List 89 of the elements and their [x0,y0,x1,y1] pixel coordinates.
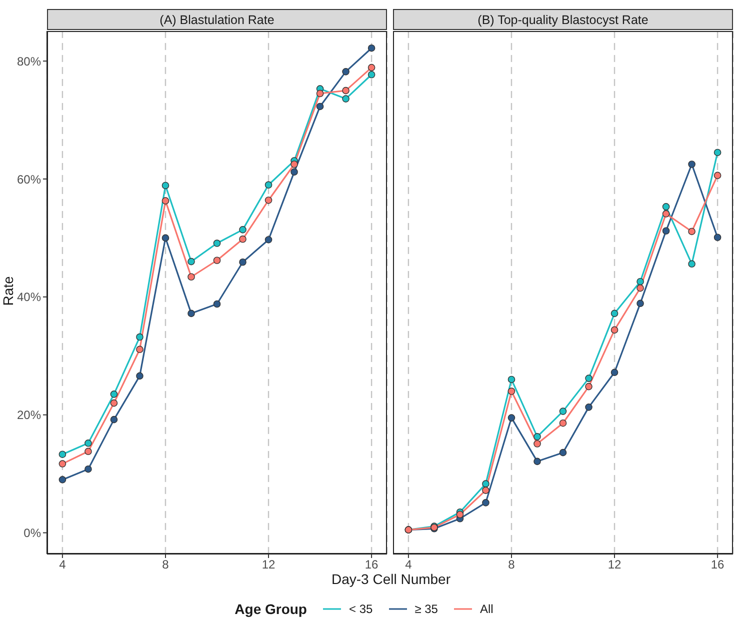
legend-label: All [480,602,494,616]
point [136,333,144,341]
x-tick-label: 8 [162,558,170,572]
point [585,374,592,382]
point [585,404,592,411]
point [188,273,195,281]
point [662,203,670,210]
x-tick-label: 4 [59,558,66,572]
y-tick-label: 60% [16,172,42,186]
point [239,258,246,266]
point [110,416,118,424]
point [136,372,144,380]
point [534,440,541,448]
point [482,499,490,506]
point [559,419,567,427]
point [662,227,670,235]
point [636,300,644,308]
point [610,368,618,376]
point [239,235,246,243]
x-tick-label: 8 [508,558,516,572]
point [610,310,618,318]
point [84,448,92,456]
point [342,95,350,102]
point [508,414,516,422]
point [342,86,350,94]
point [368,70,376,78]
point [534,458,541,466]
point [213,240,221,247]
y-tick-label: 80% [16,54,42,68]
point [368,64,376,72]
point [264,236,272,244]
point [162,182,170,190]
x-tick-label: 16 [710,558,725,572]
point [714,148,722,156]
point [110,390,118,398]
point [136,346,144,354]
point [482,480,490,488]
point [58,460,66,468]
chart-title: (B) Top-quality Blastocyst Rate [393,9,733,30]
point [110,399,118,407]
point [213,256,221,264]
point [559,448,567,456]
point [264,181,272,189]
point [688,160,696,168]
point [213,300,221,308]
point [58,450,66,458]
point [585,382,592,390]
point [264,196,272,204]
point [316,102,324,110]
point [316,90,324,98]
point [290,168,298,176]
y-axis-title: Rate [0,275,16,308]
x-tick-label: 12 [262,558,276,572]
point [714,234,722,242]
point [636,284,644,292]
point [534,433,541,440]
x-tick-label: 16 [364,558,379,572]
y-tick-label: 20% [16,408,42,422]
point [662,210,670,218]
chart-title: (A) Blastulation Rate [47,9,387,30]
x-tick-label: 12 [608,558,622,572]
point [508,376,516,384]
x-tick-label: 4 [405,558,412,572]
point [342,68,350,76]
point [688,228,696,236]
point [58,476,66,484]
point [610,326,618,334]
point [456,510,464,518]
point [188,258,195,266]
legend-title: Age Group [234,601,307,617]
point [290,160,298,168]
point [162,234,170,242]
y-tick-label: 40% [16,290,42,304]
point [84,465,92,473]
point [84,440,92,447]
legend-label: < 35 [349,602,373,616]
legend-label: ≥ 35 [414,602,438,616]
point [239,226,246,234]
point [714,172,722,180]
point [482,486,490,494]
x-axis-title: Day-3 Cell Number [330,571,452,587]
point [508,388,516,395]
point [559,408,567,415]
point [368,44,376,52]
point [636,278,644,286]
point [188,310,195,318]
point [688,260,696,268]
y-tick-label: 0% [24,526,42,540]
point [162,197,170,204]
